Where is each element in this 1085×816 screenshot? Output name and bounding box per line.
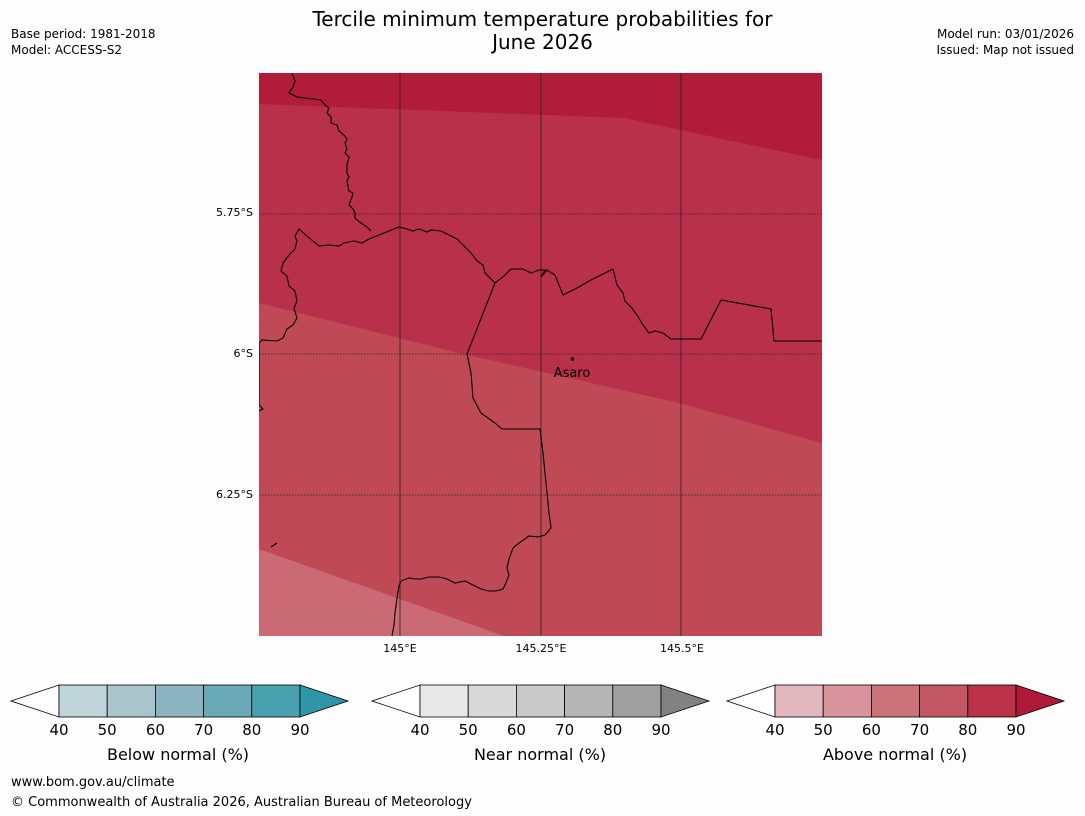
colorbar-near-normal-segment-60-70 bbox=[515, 684, 565, 718]
colorbar-below-normal-tick-50: 50 bbox=[98, 721, 117, 739]
colorbar-near-normal-label: Near normal (%) bbox=[473, 745, 607, 764]
colorbar-above-normal-segment-70-80 bbox=[919, 684, 969, 718]
lon-tick-145-5e: 145.5°E bbox=[660, 642, 704, 655]
border-west-stub bbox=[259, 404, 264, 412]
colorbar-below-normal-tick-90: 90 bbox=[290, 721, 309, 739]
colorbar-below-normal-segment-50-60 bbox=[106, 684, 156, 718]
colorbar-near-normal-segment-80-90 bbox=[612, 684, 662, 718]
colorbar-near-normal-over-extension bbox=[660, 684, 711, 718]
colorbar-above-normal-tick-90: 90 bbox=[1006, 721, 1025, 739]
title-line-2: June 2026 bbox=[492, 30, 593, 54]
lon-tick-145-25e: 145.25°E bbox=[515, 642, 567, 655]
colorbar-below-normal: 40 50 60 70 80 90 Below normal (%) bbox=[9, 684, 350, 764]
colorbar-near-normal-segment-50-60 bbox=[467, 684, 517, 718]
colorbar-below-normal-segment-80-90 bbox=[251, 684, 301, 718]
colorbar-near-normal-tick-90: 90 bbox=[651, 721, 670, 739]
place-marker[interactable] bbox=[570, 357, 575, 361]
map-title: Tercile minimum temperature probabilitie… bbox=[0, 8, 1085, 54]
model-run: Model run: 03/01/2026 bbox=[936, 27, 1074, 41]
colorbar-above-normal: 40 50 60 70 80 90 Above normal (%) bbox=[725, 684, 1066, 764]
lat-tick-6s: 6°S bbox=[233, 347, 253, 360]
colorbar-above-normal-under-extension bbox=[725, 684, 776, 718]
colorbar-above-normal-tick-60: 60 bbox=[862, 721, 881, 739]
colorbar-below-normal-tick-70: 70 bbox=[194, 721, 213, 739]
colorbar-near-normal-tick-80: 80 bbox=[603, 721, 622, 739]
colorbar-above-normal-segment-60-70 bbox=[870, 684, 920, 718]
colorbar-near-normal-segment-40-50 bbox=[419, 684, 469, 718]
colorbar-near-normal-segment-70-80 bbox=[564, 684, 614, 718]
colorbar-below-normal-tick-60: 60 bbox=[146, 721, 165, 739]
colorbar-above-normal-tick-50: 50 bbox=[814, 721, 833, 739]
colorbar-near-normal-scale: 40 50 60 70 80 90 bbox=[370, 684, 711, 739]
colorbar-above-normal-over-extension bbox=[1015, 684, 1066, 718]
colorbar-near-normal-tick-40: 40 bbox=[410, 721, 429, 739]
title-line-1: Tercile minimum temperature probabilitie… bbox=[312, 7, 773, 31]
graticule bbox=[259, 73, 822, 636]
footer-url[interactable]: www.bom.gov.au/climate bbox=[11, 775, 175, 790]
colorbar-below-normal-tick-80: 80 bbox=[242, 721, 261, 739]
colorbar-near-normal-tick-70: 70 bbox=[555, 721, 574, 739]
colorbar-near-normal-tick-50: 50 bbox=[459, 721, 478, 739]
lat-tick-6-25s: 6.25°S bbox=[216, 488, 253, 501]
colorbar-above-normal-tick-70: 70 bbox=[910, 721, 929, 739]
map-band-50-60 bbox=[259, 549, 504, 636]
colorbar-above-normal-scale: 40 50 60 70 80 90 bbox=[725, 684, 1066, 739]
place-label: Asaro bbox=[554, 366, 591, 381]
colorbar-above-normal-segment-40-50 bbox=[774, 684, 824, 718]
colorbar-below-normal-segment-40-50 bbox=[58, 684, 108, 718]
probability-map[interactable]: Asaro bbox=[259, 73, 822, 636]
colorbar-above-normal-label: Above normal (%) bbox=[822, 745, 968, 764]
colorbar-above-normal-tick-40: 40 bbox=[765, 721, 784, 739]
footer-copyright: © Commonwealth of Australia 2026, Austra… bbox=[11, 795, 472, 810]
colorbar-near-normal-under-extension bbox=[370, 684, 421, 718]
border-east bbox=[494, 268, 822, 342]
province-borders bbox=[259, 73, 822, 636]
colorbar-below-normal-scale: 40 50 60 70 80 90 bbox=[9, 684, 350, 739]
meta-right: Model run: 03/01/2026 Issued: Map not is… bbox=[936, 26, 1074, 58]
border-south bbox=[391, 282, 552, 636]
colorbar-near-normal: 40 50 60 70 80 90 Near normal (%) bbox=[370, 684, 711, 764]
border-northwest bbox=[288, 73, 372, 232]
border-central bbox=[259, 226, 496, 548]
base-period: Base period: 1981-2018 bbox=[11, 27, 156, 41]
colorbar-below-normal-tick-40: 40 bbox=[49, 721, 68, 739]
meta-left: Base period: 1981-2018 Model: ACCESS-S2 bbox=[11, 26, 156, 58]
lon-tick-145e: 145°E bbox=[383, 642, 417, 655]
colorbar-below-normal-segment-60-70 bbox=[154, 684, 204, 718]
colorbar-below-normal-label: Below normal (%) bbox=[106, 745, 250, 764]
colorbar-below-normal-under-extension bbox=[9, 684, 60, 718]
colorbar-near-normal-tick-60: 60 bbox=[507, 721, 526, 739]
lat-tick-5-75s: 5.75°S bbox=[216, 206, 253, 219]
colorbar-above-normal-tick-80: 80 bbox=[958, 721, 977, 739]
colorbar-below-normal-over-extension bbox=[299, 684, 350, 718]
colorbar-above-normal-segment-50-60 bbox=[822, 684, 872, 718]
colorbar-above-normal-segment-80-90 bbox=[967, 684, 1017, 718]
issued-status: Issued: Map not issued bbox=[936, 43, 1074, 57]
model-name: Model: ACCESS-S2 bbox=[11, 43, 123, 57]
colorbar-below-normal-segment-70-80 bbox=[203, 684, 253, 718]
